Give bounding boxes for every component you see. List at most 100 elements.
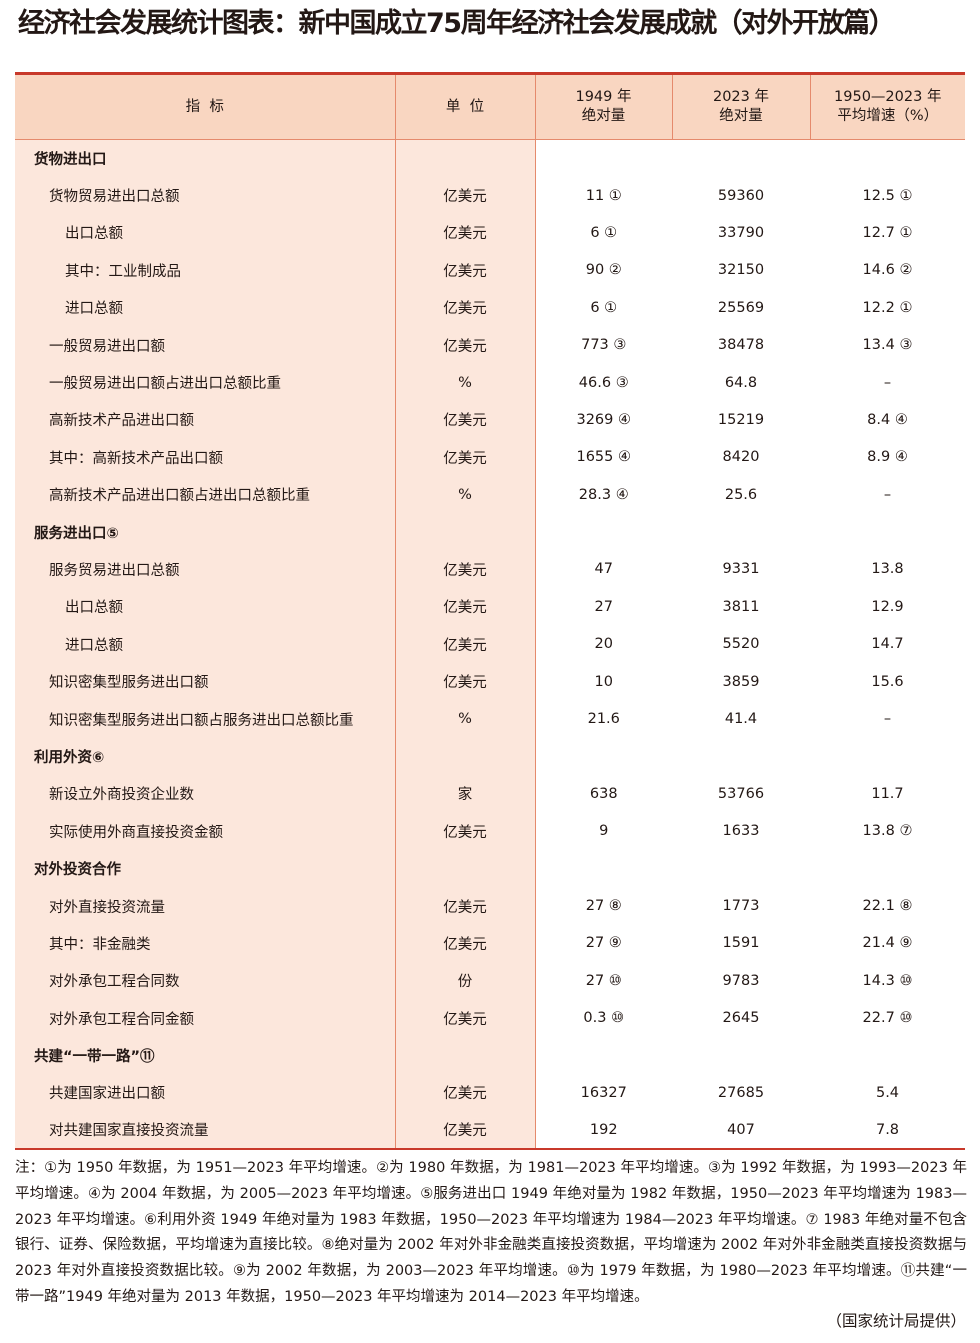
growth-cell: 12.7 ① (862, 224, 913, 241)
indicator-cell: 高新技术产品进出口额占进出口总额比重 (15, 476, 396, 514)
value-2023-cell: 32150 (717, 262, 765, 279)
growth-cell (810, 1037, 965, 1074)
indicator-cell: 一般贸易进出口额 (15, 326, 396, 364)
value-2023-cell: 2645 (722, 1010, 760, 1027)
value-1949-cell: 192 (589, 1121, 618, 1138)
indicator-cell: 出口总额 (15, 214, 396, 252)
table-row: 高新技术产品进出口额占进出口总额比重% 28.3 ④ 25.6 – (15, 476, 965, 514)
indicator-cell: 对外直接投资流量 (15, 887, 396, 925)
table-row: 共建国家进出口额 亿美元 16327 27685 5.4 (15, 1074, 965, 1112)
unit-cell (395, 737, 536, 776)
growth-cell: – (883, 374, 892, 391)
section-row: 对外投资合作 (15, 849, 965, 888)
value-1949-cell: 90 ② (585, 262, 622, 279)
value-2023-cell: 64.8 (724, 374, 758, 391)
unit-cell: 亿美元 (395, 214, 536, 252)
table-header-row: 指 标 单 位 1949 年 绝对量 2023 年 绝对量 1950—2023 … (15, 73, 965, 140)
indicator-cell: 知识密集型服务进出口额 (15, 662, 396, 701)
unit-cell: 亿美元 (395, 662, 536, 701)
value-1949-cell: 46.6 ③ (578, 374, 629, 391)
indicator-cell: 进口总额 (15, 289, 396, 327)
value-1949-cell (535, 513, 672, 550)
growth-cell (810, 850, 965, 887)
unit-cell: 亿美元 (395, 887, 536, 925)
growth-cell: 12.9 (871, 598, 904, 615)
growth-cell: 14.3 ⑩ (862, 972, 913, 989)
indicator-cell: 服务贸易进出口总额 (15, 550, 396, 589)
table-row: 对外承包工程合同数份 27 ⑩ 9783 14.3 ⑩ (15, 962, 965, 1000)
value-2023-cell: 27685 (717, 1084, 765, 1101)
indicator-cell: 服务进出口⑤ (15, 513, 396, 551)
unit-cell: 份 (395, 962, 536, 1000)
value-1949-cell (535, 850, 672, 887)
value-1949-cell: 27 ⑩ (585, 972, 622, 989)
unit-cell: 亿美元 (395, 438, 536, 477)
unit-cell: 亿美元 (395, 999, 536, 1037)
unit-cell: 亿美元 (395, 401, 536, 439)
table-body: 货物进出口 货物贸易进出口总额 亿美元 11 ① 59360 12.5 ① 出口总额 亿美元 6… (15, 139, 965, 1150)
table-row: 新设立外商投资企业数家 638 53766 11.7 (15, 775, 965, 813)
growth-cell: 13.4 ③ (862, 337, 913, 354)
growth-cell: 22.1 ⑧ (862, 898, 913, 914)
indicator-cell: 对外承包工程合同数 (15, 962, 396, 1000)
indicator-cell: 其中：高新技术产品出口额 (15, 438, 396, 477)
value-1949-cell: 1655 ④ (576, 449, 631, 466)
unit-cell: 亿美元 (395, 625, 536, 663)
section-row: 共建“一带一路”⑪ (15, 1036, 965, 1075)
value-1949-cell: 21.6 (587, 711, 620, 728)
unit-cell (395, 1036, 536, 1075)
value-2023-cell: 25569 (717, 299, 765, 316)
unit-cell: 家 (395, 775, 536, 813)
growth-cell (810, 140, 965, 177)
table-row: 对共建国家直接投资流量 亿美元 192 407 7.8 (15, 1111, 965, 1150)
value-2023-cell: 33790 (717, 224, 765, 241)
section-row: 利用外资⑥ (15, 737, 965, 776)
value-2023-cell: 1591 (722, 935, 760, 952)
footnotes: 注：①为 1950 年数据，为 1951—2023 年平均增速。②为 1980 … (15, 1160, 967, 1305)
indicator-cell: 货物贸易进出口总额 (15, 176, 396, 215)
growth-cell: 22.7 ⑩ (862, 1010, 913, 1027)
value-1949-cell: 28.3 ④ (578, 486, 629, 503)
value-2023-cell: 41.4 (724, 711, 758, 728)
growth-cell: 21.4 ⑨ (862, 935, 913, 952)
header-1949: 1949 年 绝对量 (535, 73, 673, 140)
value-1949-cell: 3269 ④ (576, 411, 631, 428)
table-row: 进口总额 亿美元 20 5520 14.7 (15, 625, 965, 663)
unit-cell: 亿美元 (395, 1111, 536, 1150)
indicator-cell: 对外投资合作 (15, 849, 396, 888)
value-2023-cell (672, 850, 810, 887)
unit-cell: 亿美元 (395, 924, 536, 963)
value-1949-cell: 0.3 ⑩ (583, 1010, 625, 1027)
value-2023-cell (672, 738, 810, 775)
unit-cell: 亿美元 (395, 588, 536, 626)
growth-cell: 14.7 (871, 636, 904, 653)
value-2023-cell: 3811 (722, 598, 760, 615)
unit-cell (395, 513, 536, 551)
growth-cell: 15.6 (871, 673, 904, 690)
value-2023-cell (672, 1037, 810, 1074)
indicator-cell: 实际使用外商直接投资金额 (15, 812, 396, 850)
page-title: 经济社会发展统计图表：新中国成立75周年经济社会发展成就（对外开放篇） (18, 8, 896, 39)
indicator-cell: 知识密集型服务进出口额占服务进出口总额比重 (15, 700, 396, 738)
statistics-table: 指 标 单 位 1949 年 绝对量 2023 年 绝对量 1950—2023 … (15, 72, 965, 1150)
indicator-cell: 出口总额 (15, 588, 396, 626)
unit-cell: 亿美元 (395, 176, 536, 215)
unit-cell: 亿美元 (395, 289, 536, 327)
indicator-cell: 共建“一带一路”⑪ (15, 1036, 396, 1075)
value-2023-cell: 9331 (722, 561, 760, 578)
value-2023-cell (672, 513, 810, 550)
indicator-cell: 进口总额 (15, 625, 396, 663)
value-1949-cell: 27 ⑨ (585, 935, 622, 952)
indicator-cell: 共建国家进出口额 (15, 1074, 396, 1112)
value-1949-cell (535, 738, 672, 775)
value-1949-cell: 638 (589, 785, 618, 802)
indicator-cell: 高新技术产品进出口额 (15, 401, 396, 439)
value-2023-cell: 53766 (717, 785, 765, 802)
header-2023: 2023 年 绝对量 (672, 73, 811, 140)
value-2023-cell: 407 (727, 1121, 755, 1138)
table-row: 出口总额 亿美元 27 3811 12.9 (15, 588, 965, 626)
growth-cell: – (883, 711, 892, 728)
unit-cell: 亿美元 (395, 1074, 536, 1112)
growth-cell: 7.8 (875, 1121, 900, 1138)
table-row: 出口总额 亿美元 6 ① 33790 12.7 ① (15, 214, 965, 252)
